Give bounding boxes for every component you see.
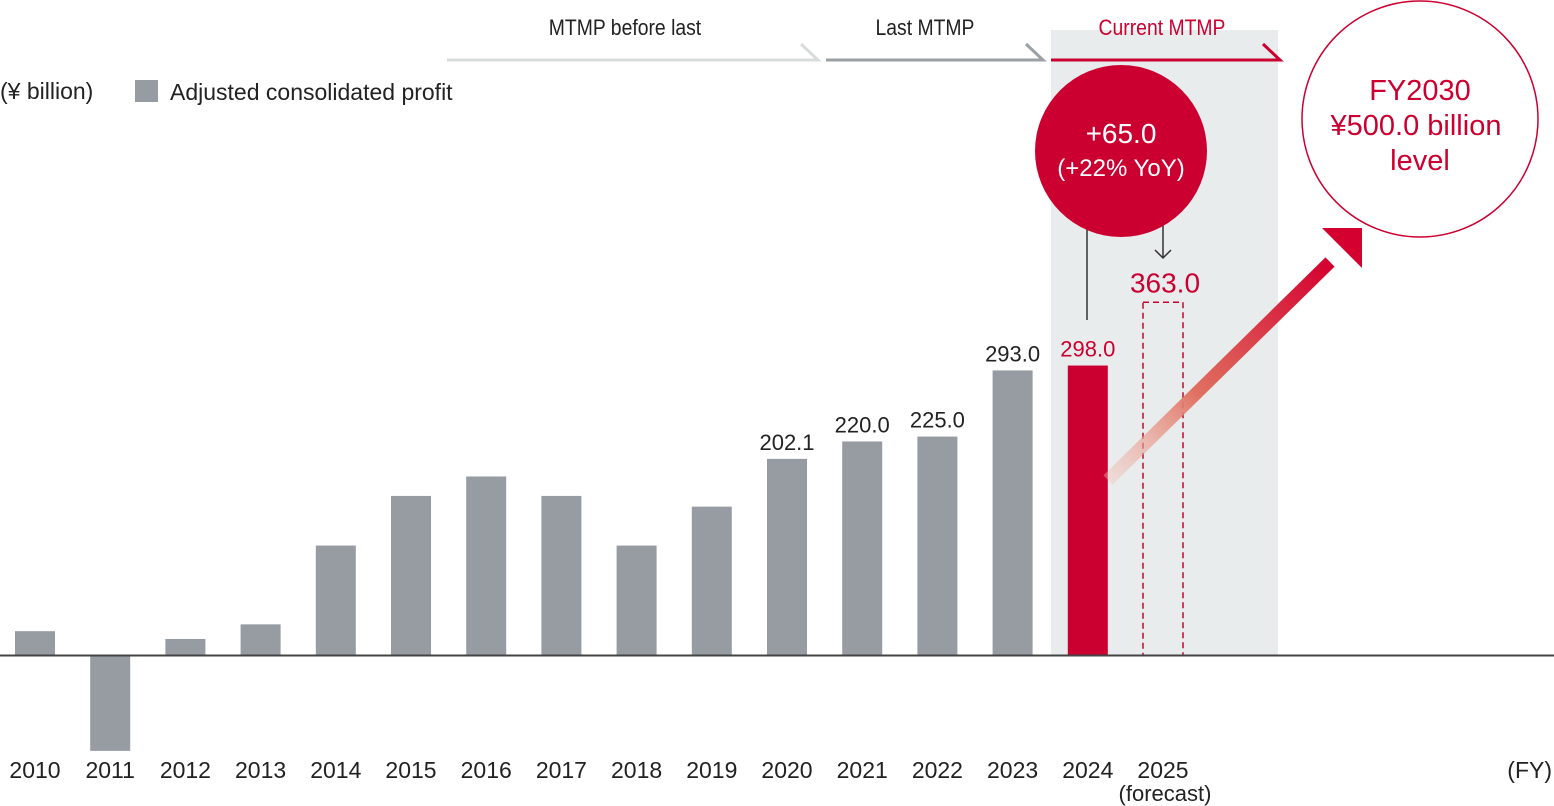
increase-percent: (+22% YoY) [1057,155,1184,182]
data-label-2025: 363.0 [1130,267,1200,298]
data-label-2021: 220.0 [835,412,890,437]
x-tick-2010: 2010 [9,757,60,783]
x-tick-2016: 2016 [461,757,512,783]
x-axis-label: (FY) [1507,757,1552,783]
data-label-2024: 298.0 [1060,337,1115,362]
target-bubble [1301,0,1539,238]
bar-2011 [90,655,131,751]
x-tick-2020: 2020 [761,757,812,783]
bar-2023 [992,370,1033,656]
x-tick-2025: 2025 [1137,757,1188,783]
bar-2021 [842,441,883,656]
data-label-2022: 225.0 [910,408,965,433]
period-label: Last MTMP [876,16,975,40]
bar-2016 [466,476,507,656]
bar-2012 [165,638,206,656]
forecast-note: (forecast) [1119,781,1212,806]
increase-bubble [1035,65,1207,237]
x-tick-2023: 2023 [987,757,1038,783]
bar-2022 [917,436,958,656]
bar-2010 [15,631,55,656]
x-tick-2022: 2022 [912,757,963,783]
x-tick-2013: 2013 [235,757,286,783]
bar-2017 [541,495,582,656]
growth-arrow-icon [1103,228,1362,485]
period-label: Current MTMP [1099,16,1226,40]
increase-value: +65.0 [1086,118,1157,149]
period-1: Last MTMP [826,16,1047,62]
bar-2015 [391,495,431,656]
target-amount: ¥500.0 billion [1330,110,1502,142]
data-label-2020: 202.1 [759,430,814,455]
x-tick-2014: 2014 [310,757,361,783]
period-2: Current MTMP [1051,16,1284,62]
legend-label: Adjusted consolidated profit [170,79,453,105]
bar-2014 [315,545,356,656]
data-label-2023: 293.0 [985,341,1040,366]
unit-label: (¥ billion) [0,78,93,104]
legend-swatch [135,80,158,102]
bar-2013 [240,624,281,656]
bar-2019 [691,506,732,656]
x-tick-2024: 2024 [1062,757,1113,783]
x-tick-2019: 2019 [686,757,737,783]
period-0: MTMP before last [447,16,822,62]
bar-2024 [1067,365,1108,656]
x-tick-2015: 2015 [385,757,436,783]
x-tick-2011: 2011 [85,757,134,783]
period-label: MTMP before last [549,16,702,40]
bar-2018 [616,545,657,656]
bar-2020 [767,458,807,656]
x-tick-2018: 2018 [611,757,662,783]
x-tick-2021: 2021 [837,757,888,783]
x-tick-2012: 2012 [160,757,211,783]
target-year: FY2030 [1369,75,1471,107]
target-level: level [1390,145,1450,177]
x-tick-2017: 2017 [536,757,587,783]
